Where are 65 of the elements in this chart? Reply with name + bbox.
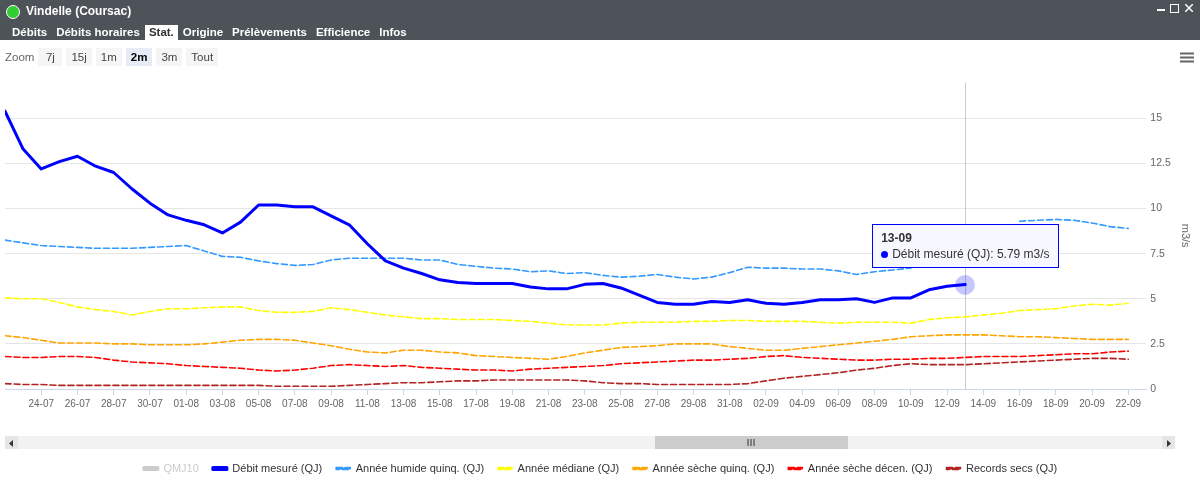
- annotation: 13-09 Débit mesuré (QJ): 5.79 m3/s: [881, 229, 1050, 261]
- x-tick-label: 16-09: [1006, 397, 1033, 409]
- x-tick-label: 11-08: [354, 397, 381, 409]
- x-tick-label: 04-09: [789, 397, 816, 409]
- text: 1m: [95, 48, 122, 66]
- y-axis-title: m3/s: [1180, 223, 1193, 249]
- text: Origine: [181, 25, 225, 40]
- text: Débits horaires: [55, 25, 141, 40]
- line-series: [5, 357, 1130, 388]
- y-tick-label: 5: [1150, 291, 1157, 304]
- x-tick-label: 29-08: [680, 397, 707, 409]
- x-tick-label: 08-09: [861, 397, 888, 409]
- text: 2m: [125, 48, 153, 66]
- x-tick-label: 26-07: [64, 397, 91, 409]
- x-tick-label: 02-09: [753, 397, 780, 409]
- text: Prélèvements: [231, 25, 308, 40]
- legend-label: Année médiane (QJ): [517, 461, 620, 474]
- x-tick-label: 31-08: [716, 397, 743, 409]
- text: Zoom: [5, 51, 35, 63]
- chart-title: Vindelle (Coursac): [26, 4, 132, 18]
- x-tick-label: 27-08: [644, 397, 671, 409]
- legend-label: Année humide quinq. (QJ): [355, 461, 485, 474]
- text: Efficience: [314, 25, 372, 40]
- x-tick-label: 01-08: [173, 397, 200, 409]
- text: Tout: [186, 48, 219, 66]
- text: Débits: [11, 25, 49, 40]
- x-tick-label: 24-07: [28, 397, 55, 409]
- x-tick-label: 14-09: [970, 397, 997, 409]
- text: Stat.: [144, 25, 178, 40]
- x-tick-label: 06-09: [825, 397, 852, 409]
- y-tick-label: 2.5: [1150, 336, 1166, 349]
- text: Infos: [378, 25, 408, 40]
- x-tick-label: 10-09: [898, 397, 925, 409]
- x-tick-label: 19-08: [499, 397, 526, 409]
- x-tick-label: 25-08: [608, 397, 635, 409]
- x-tick-label: 20-09: [1079, 397, 1106, 409]
- text: 3m: [156, 48, 183, 66]
- x-tick-label: 15-08: [427, 397, 454, 409]
- y-tick-label: 0: [1150, 381, 1157, 394]
- line-series: [5, 334, 1130, 361]
- text: 7j: [38, 48, 63, 66]
- x-tick-label: 17-08: [463, 397, 490, 409]
- x-tick-label: 18-09: [1042, 397, 1070, 409]
- y-tick-label: 12.5: [1150, 156, 1171, 169]
- x-tick-label: 09-08: [318, 397, 345, 409]
- legend-label: Débit mesuré (QJ): [232, 461, 323, 474]
- legend-label: Année sèche quinq. (QJ): [652, 461, 775, 474]
- x-tick-label: 21-08: [535, 397, 562, 409]
- x-tick-label: 23-08: [571, 397, 598, 409]
- y-tick-label: 7.5: [1150, 246, 1166, 259]
- text: 15j: [66, 48, 92, 66]
- y-tick-label: 10: [1150, 201, 1163, 214]
- legend-label: Records secs (QJ): [966, 461, 1058, 474]
- x-tick-label: 28-07: [100, 397, 127, 409]
- x-tick-label: 22-09: [1115, 397, 1142, 409]
- x-tick-label: 07-08: [282, 397, 309, 409]
- x-tick-label: 30-07: [137, 397, 164, 409]
- x-tick-label: 03-08: [209, 397, 236, 409]
- legend-label: Année sèche décen. (QJ): [807, 461, 933, 474]
- x-tick-label: 12-09: [934, 397, 961, 409]
- x-tick-label: 05-08: [245, 397, 272, 409]
- x-tick-label: 13-08: [390, 397, 417, 409]
- y-tick-label: 15: [1150, 111, 1163, 124]
- line-series: [5, 297, 1130, 326]
- line-series: [5, 350, 1130, 372]
